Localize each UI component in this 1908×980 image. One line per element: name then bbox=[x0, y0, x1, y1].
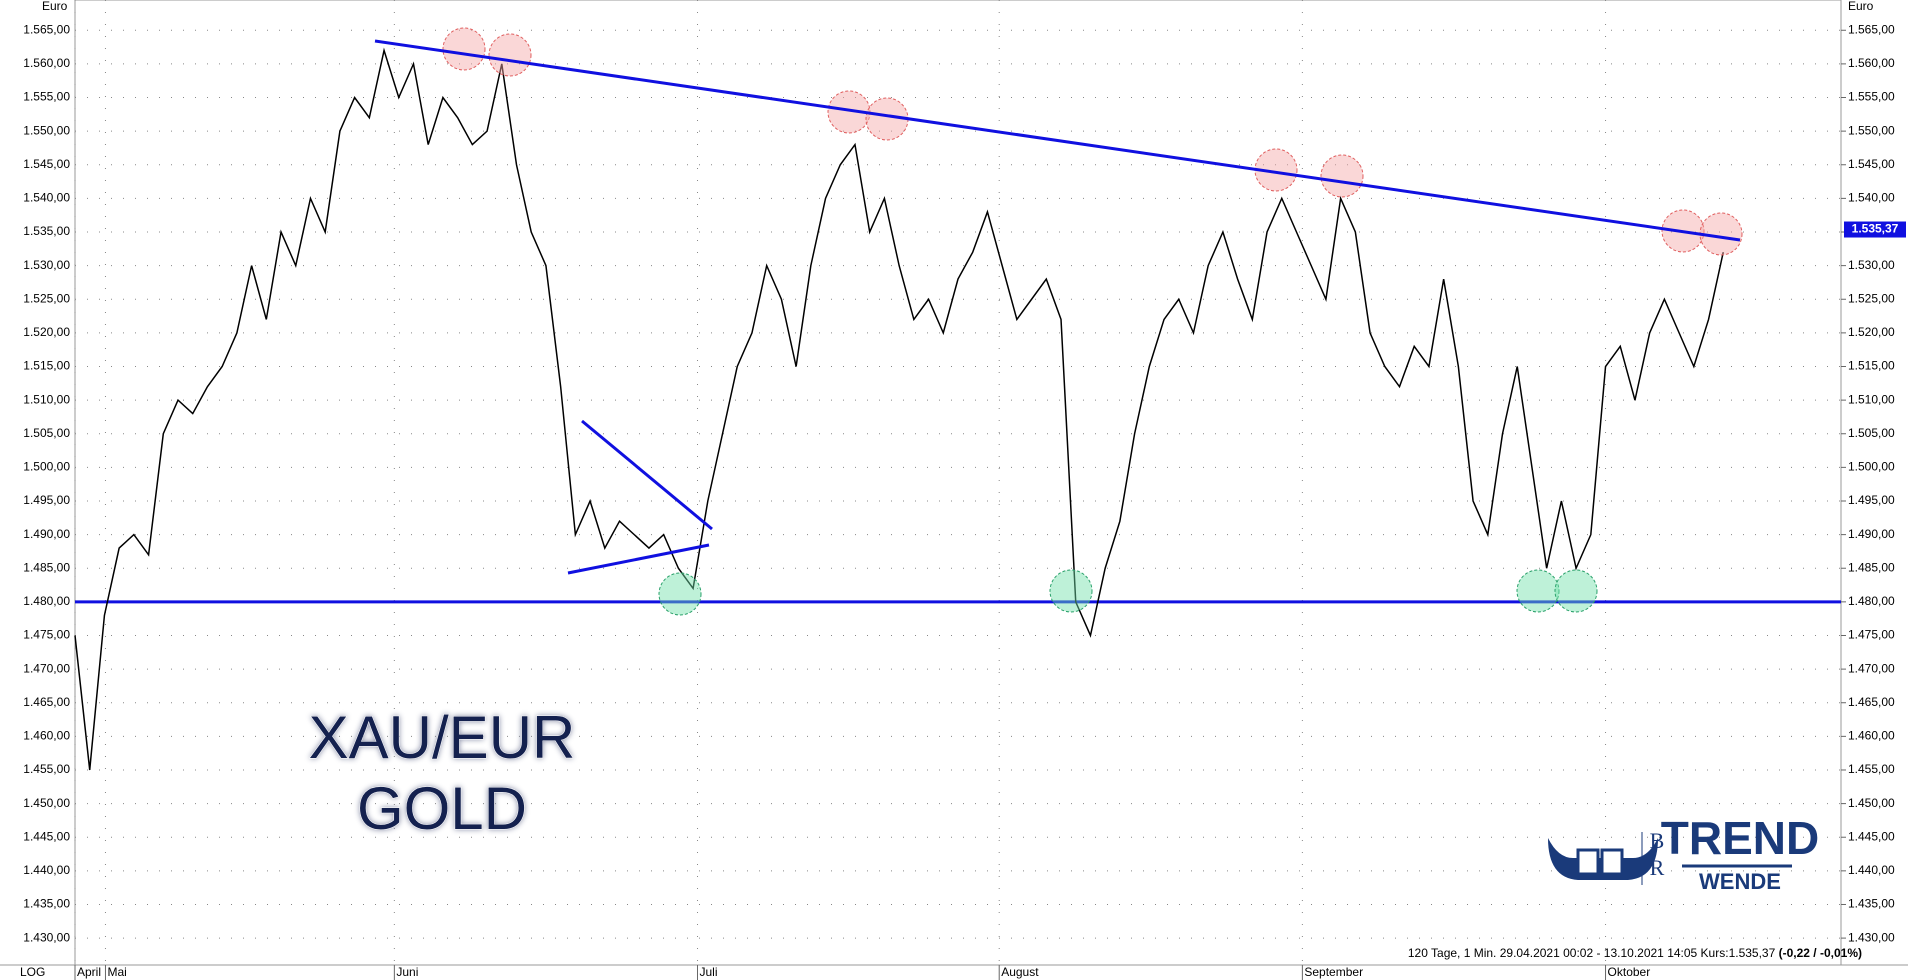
y-tick-label: 1.550,00 bbox=[23, 123, 70, 137]
y-tick-label: 1.515,00 bbox=[23, 359, 70, 373]
y-tick-label: 1.520,00 bbox=[23, 325, 70, 339]
y-tick-label: 1.440,00 bbox=[23, 863, 70, 877]
y-tick-label: 1.500,00 bbox=[23, 460, 70, 474]
y-tick-label-right: 1.490,00 bbox=[1848, 527, 1895, 541]
x-tick-label: April bbox=[77, 965, 101, 979]
trend-lines bbox=[374, 39, 1741, 575]
y-tick-label: 1.565,00 bbox=[23, 22, 70, 36]
x-tick-label: September bbox=[1304, 965, 1363, 979]
y-tick-label-right: 1.500,00 bbox=[1848, 460, 1895, 474]
y-tick-label: 1.525,00 bbox=[23, 291, 70, 305]
y-tick-label: 1.465,00 bbox=[23, 695, 70, 709]
logo: B R TREND WENDE bbox=[1548, 812, 1819, 894]
x-tick-label: August bbox=[1001, 965, 1039, 979]
y-tick-label-right: 1.530,00 bbox=[1848, 258, 1895, 272]
scale-label: LOG bbox=[20, 965, 45, 979]
y-tick-label-right: 1.485,00 bbox=[1848, 560, 1895, 574]
logo-b: B bbox=[1650, 828, 1665, 853]
logo-line2: WENDE bbox=[1699, 869, 1781, 894]
y-tick-label-right: 1.440,00 bbox=[1848, 863, 1895, 877]
y-tick-label-right: 1.515,00 bbox=[1848, 359, 1895, 373]
y-tick-label: 1.450,00 bbox=[23, 796, 70, 810]
y-tick-label: 1.535,00 bbox=[23, 224, 70, 238]
y-tick-label-right: 1.495,00 bbox=[1848, 493, 1895, 507]
last-price-box bbox=[1844, 221, 1906, 238]
info: 120 Tage, 1 Min. 29.04.2021 00:02 - 13.1… bbox=[1408, 946, 1862, 960]
y-tick-label-right: 1.465,00 bbox=[1848, 695, 1895, 709]
last-price-label: 1.535,37 bbox=[1852, 222, 1899, 236]
x-tick-label: Oktober bbox=[1608, 965, 1651, 979]
y-tick-label-right: 1.450,00 bbox=[1848, 796, 1895, 810]
y-tick-label: 1.495,00 bbox=[23, 493, 70, 507]
y-tick-label-right: 1.470,00 bbox=[1848, 661, 1895, 675]
y-unit-right: Euro bbox=[1848, 0, 1874, 13]
y-unit-left: Euro bbox=[42, 0, 68, 13]
y-tick-label: 1.480,00 bbox=[23, 594, 70, 608]
y-tick-label-right: 1.480,00 bbox=[1848, 594, 1895, 608]
x-tick-label: Juni bbox=[396, 965, 418, 979]
support-markers bbox=[658, 569, 1598, 616]
y-tick-label-right: 1.475,00 bbox=[1848, 628, 1895, 642]
y-tick-label-right: 1.445,00 bbox=[1848, 829, 1895, 843]
y-tick-label: 1.505,00 bbox=[23, 426, 70, 440]
resistance-markers bbox=[442, 27, 1743, 256]
price-line bbox=[74, 47, 1724, 771]
y-tick-label: 1.470,00 bbox=[23, 661, 70, 675]
y-tick-label-right: 1.555,00 bbox=[1848, 90, 1895, 104]
y-tick-label: 1.555,00 bbox=[23, 90, 70, 104]
logo-r: R bbox=[1650, 855, 1665, 880]
y-tick-label: 1.540,00 bbox=[23, 191, 70, 205]
y-tick-label: 1.455,00 bbox=[23, 762, 70, 776]
asset-name: XAU/EUR bbox=[309, 704, 576, 771]
y-tick-label: 1.445,00 bbox=[23, 829, 70, 843]
y-tick-label-right: 1.510,00 bbox=[1848, 392, 1895, 406]
y-tick-label: 1.510,00 bbox=[23, 392, 70, 406]
y-tick-label-right: 1.435,00 bbox=[1848, 897, 1895, 911]
x-tick-label: Juli bbox=[700, 965, 718, 979]
y-tick-label-right: 1.545,00 bbox=[1848, 157, 1895, 171]
y-tick-label: 1.545,00 bbox=[23, 157, 70, 171]
y-tick-label: 1.460,00 bbox=[23, 729, 70, 743]
y-tick-label-right: 1.560,00 bbox=[1848, 56, 1895, 70]
logo-line1: TREND bbox=[1661, 812, 1819, 864]
y-tick-label: 1.435,00 bbox=[23, 897, 70, 911]
y-tick-label-right: 1.505,00 bbox=[1848, 426, 1895, 440]
y-tick-label-right: 1.520,00 bbox=[1848, 325, 1895, 339]
y-tick-label: 1.490,00 bbox=[23, 527, 70, 541]
y-tick-label: 1.430,00 bbox=[23, 930, 70, 944]
y-tick-label-right: 1.430,00 bbox=[1848, 930, 1895, 944]
y-tick-label-right: 1.550,00 bbox=[1848, 123, 1895, 137]
y-tick-label-right: 1.525,00 bbox=[1848, 291, 1895, 305]
y-tick-label-right: 1.460,00 bbox=[1848, 729, 1895, 743]
change: (-0,22 / -0,01%) bbox=[1779, 946, 1862, 960]
y-tick-label-right: 1.565,00 bbox=[1848, 22, 1895, 36]
plot-frame bbox=[74, 0, 1842, 966]
y-tick-label: 1.475,00 bbox=[23, 628, 70, 642]
y-tick-label: 1.485,00 bbox=[23, 560, 70, 574]
info-text: 120 Tage, 1 Min. 29.04.2021 00:02 - 13.1… bbox=[1408, 946, 1776, 960]
x-tick-label: Mai bbox=[107, 965, 126, 979]
y-tick-label: 1.530,00 bbox=[23, 258, 70, 272]
y-tick-label-right: 1.540,00 bbox=[1848, 191, 1895, 205]
y-tick-label: 1.560,00 bbox=[23, 56, 70, 70]
marks: 1.430,00 1.430,00 1.435,00 1.435,00 1.440,00… bbox=[23, 0, 1906, 980]
asset-subtitle: GOLD bbox=[357, 775, 527, 842]
y-tick-label-right: 1.455,00 bbox=[1848, 762, 1895, 776]
